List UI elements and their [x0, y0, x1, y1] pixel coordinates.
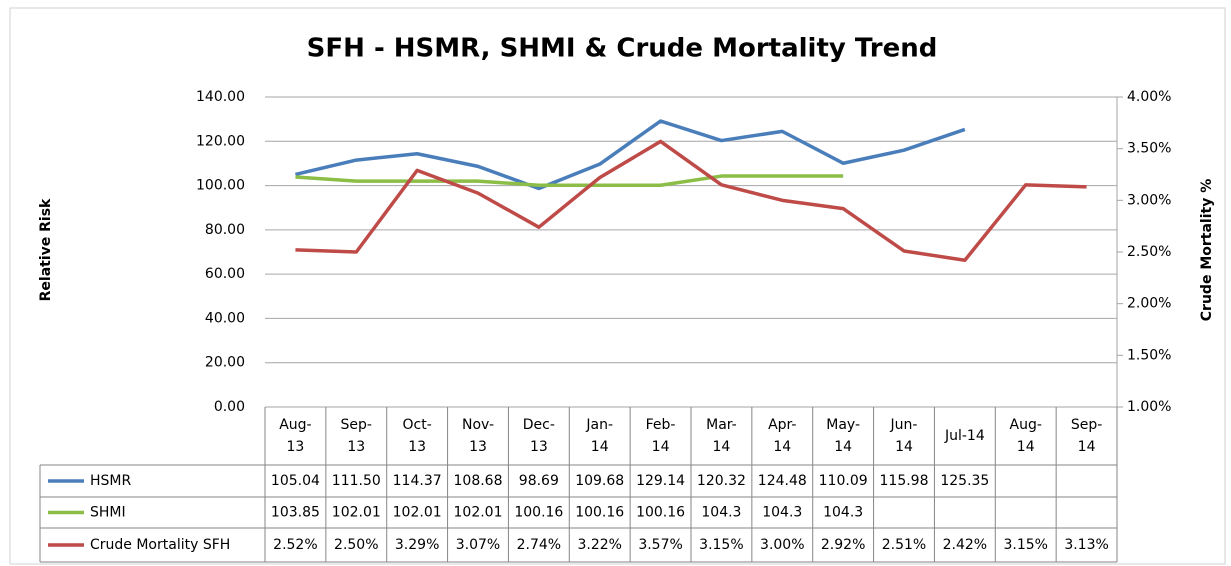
x-tick-label: Feb-14: [646, 417, 676, 455]
table-value: 129.14: [636, 473, 685, 489]
table-value: 3.07%: [456, 537, 500, 553]
table-value: 103.85: [271, 505, 320, 521]
table-value: 102.01: [393, 505, 442, 521]
y2-tick-label: 1.00%: [1127, 399, 1171, 415]
y-tick-label: 120.00: [196, 133, 245, 149]
y-tick-label: 0.00: [214, 399, 245, 415]
y2-tick-label: 2.50%: [1127, 244, 1171, 260]
table-value: 2.92%: [821, 537, 865, 553]
table-value: 2.42%: [943, 537, 987, 553]
x-tick-label: Sep-14: [1071, 417, 1102, 455]
table-value: 125.35: [940, 473, 989, 489]
y2-tick-label: 4.00%: [1127, 89, 1171, 105]
table-value: 124.48: [758, 473, 807, 489]
x-tick-label: Aug-14: [1010, 417, 1042, 455]
table-value: 100.16: [636, 505, 685, 521]
y-tick-label: 60.00: [205, 266, 245, 282]
y-tick-label: 40.00: [205, 310, 245, 326]
table-value: 111.50: [332, 473, 381, 489]
x-tick-label: Sep-13: [341, 417, 372, 455]
y2-tick-label: 3.50%: [1127, 141, 1171, 157]
x-tick-label: Jul-14: [944, 428, 985, 444]
table-value: 2.74%: [517, 537, 561, 553]
table-value: 2.50%: [334, 537, 378, 553]
x-tick-label: Dec-13: [523, 417, 555, 455]
table-value: 108.68: [454, 473, 503, 489]
x-tick-label: Oct-13: [403, 417, 432, 455]
table-value: 2.51%: [882, 537, 926, 553]
table-value: 3.15%: [1003, 537, 1047, 553]
table-value: 3.15%: [699, 537, 743, 553]
table-value: 114.37: [393, 473, 442, 489]
table-value: 102.01: [454, 505, 503, 521]
table-value: 109.68: [575, 473, 624, 489]
y-tick-label: 100.00: [196, 178, 245, 194]
table-value: 100.16: [575, 505, 624, 521]
y2-axis-title: Crude Mortality %: [1199, 179, 1215, 321]
y-axis-title: Relative Risk: [38, 198, 54, 301]
table-value: 100.16: [514, 505, 563, 521]
table-value: 3.57%: [638, 537, 682, 553]
chart-title: SFH - HSMR, SHMI & Crude Mortality Trend: [307, 34, 938, 64]
x-tick-label: Mar-14: [706, 417, 737, 455]
table-value: 105.04: [271, 473, 320, 489]
table-value: 104.3: [762, 505, 802, 521]
table-value: 2.52%: [273, 537, 317, 553]
x-tick-label: Apr-14: [768, 417, 796, 455]
table-value: 104.3: [701, 505, 741, 521]
x-tick-label: Jun-14: [890, 417, 918, 455]
legend-label: HSMR: [90, 473, 131, 489]
series-line: [295, 139, 1087, 263]
table-value: 3.00%: [760, 537, 804, 553]
y-tick-label: 80.00: [205, 222, 245, 238]
table-value: 102.01: [332, 505, 381, 521]
table-value: 110.09: [819, 473, 868, 489]
table-value: 3.13%: [1064, 537, 1108, 553]
x-tick-label: Aug-13: [279, 417, 311, 455]
table-value: 120.32: [697, 473, 746, 489]
x-tick-label: Jan-14: [585, 417, 613, 455]
y2-tick-label: 2.00%: [1127, 296, 1171, 312]
y2-tick-label: 3.00%: [1127, 192, 1171, 208]
table-value: 3.29%: [395, 537, 439, 553]
x-tick-label: May-14: [826, 417, 860, 455]
legend-label: Crude Mortality SFH: [90, 537, 230, 553]
y-tick-label: 20.00: [205, 355, 245, 371]
table-value: 3.22%: [577, 537, 621, 553]
table-value: 104.3: [823, 505, 863, 521]
table-value: 115.98: [880, 473, 929, 489]
x-tick-label: Nov-13: [462, 417, 494, 455]
legend-label: SHMI: [90, 505, 126, 521]
y2-tick-label: 1.50%: [1127, 347, 1171, 363]
chart-frame: [9, 7, 1226, 565]
series-line: [295, 174, 844, 187]
series-line: [295, 119, 966, 191]
table-value: 98.69: [519, 473, 559, 489]
y-tick-label: 140.00: [196, 89, 245, 105]
